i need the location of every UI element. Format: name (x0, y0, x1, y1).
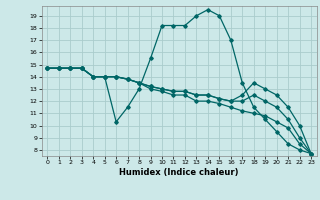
X-axis label: Humidex (Indice chaleur): Humidex (Indice chaleur) (119, 168, 239, 177)
